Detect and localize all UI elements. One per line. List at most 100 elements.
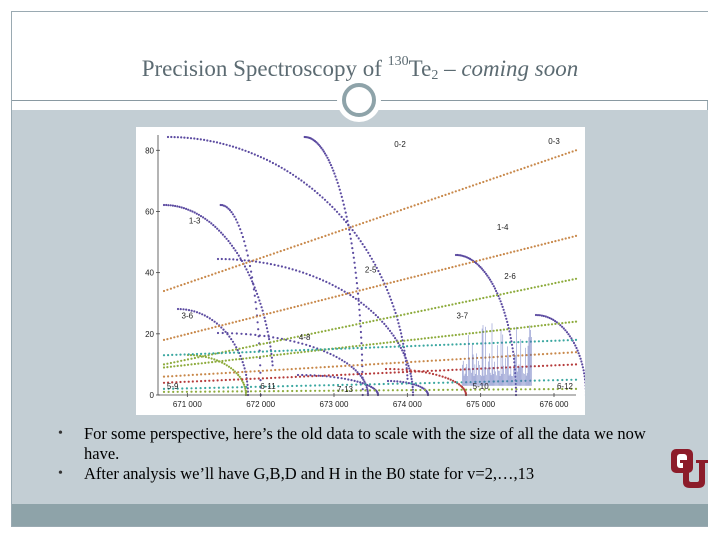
curve-dot <box>399 314 402 317</box>
curve-dot <box>356 364 359 367</box>
curve-dot <box>335 210 339 213</box>
curve-dot <box>309 374 312 377</box>
curve-dot <box>282 349 285 352</box>
curve-dot <box>310 301 313 304</box>
curve-dot <box>227 207 230 210</box>
curve-dot <box>401 345 405 348</box>
curve-dot <box>190 357 193 360</box>
curve-dot <box>250 152 253 155</box>
curve-dot <box>320 236 323 239</box>
curve-dot <box>255 315 258 318</box>
curve-dot <box>420 309 423 312</box>
curve-dot <box>176 136 179 139</box>
curve-dot <box>509 327 512 330</box>
curve-dot <box>482 330 485 333</box>
curve-dot <box>373 383 376 386</box>
curve-dot <box>346 362 349 365</box>
curve-dot <box>197 330 200 333</box>
curve-dot <box>230 244 234 247</box>
curve-dot <box>300 384 303 387</box>
curve-dot <box>312 275 315 278</box>
curve-dot <box>538 379 541 382</box>
curve-dot <box>298 375 302 378</box>
curve-dot <box>220 379 223 382</box>
curve-dot <box>511 347 514 350</box>
curve-dot <box>337 287 340 290</box>
curve-dot <box>441 268 444 271</box>
curve-dot <box>575 346 578 350</box>
curve-dot <box>520 289 523 292</box>
curve-dot <box>499 328 502 332</box>
curve-dot <box>561 153 564 157</box>
curve-dot <box>277 165 280 168</box>
curve-dot <box>389 345 392 348</box>
curve-dot <box>216 257 220 261</box>
curve-dot <box>495 294 499 297</box>
curve-dot <box>358 289 361 292</box>
curve-dot <box>410 382 413 385</box>
curve-dot <box>584 381 587 384</box>
curve-dot <box>331 232 334 235</box>
curve-dot <box>399 380 402 383</box>
curve-dot <box>237 351 240 354</box>
curve-dot <box>277 390 280 393</box>
spectroscopy-chart: 0 20 40 60 80 671 000 672 000 673 000 674 000 675… <box>136 127 588 415</box>
curve-dot <box>574 344 577 347</box>
curve-dot <box>327 348 330 351</box>
curve-dot <box>465 262 468 265</box>
curve-dot <box>468 332 471 335</box>
curve-dot <box>350 379 353 382</box>
curve-dot <box>415 384 418 387</box>
curve-dot <box>403 278 406 281</box>
curve-dot <box>249 350 252 354</box>
curve-dot <box>504 341 508 344</box>
curve-dot <box>469 388 472 391</box>
curve-dot <box>270 350 273 353</box>
curve-dot <box>193 211 196 214</box>
curve-dot <box>437 196 440 199</box>
curve-dot <box>520 388 523 391</box>
curve-dot <box>406 345 409 348</box>
curve-dot <box>419 388 422 392</box>
curve-dot <box>281 385 285 388</box>
curve-dot <box>365 287 368 290</box>
curve-dot <box>199 387 202 390</box>
curve-dot <box>565 378 568 381</box>
curve-dot <box>238 347 241 350</box>
curve-dot <box>253 286 256 289</box>
y-tick-label: 40 <box>145 269 154 278</box>
curve-dot <box>307 348 310 351</box>
curve-dot <box>213 386 216 389</box>
curve-dot <box>523 247 526 250</box>
curve-dot <box>297 341 300 344</box>
curve-dot <box>501 388 504 391</box>
curve-dot <box>452 379 455 382</box>
curve-dot <box>303 350 306 353</box>
curve-dot <box>290 376 293 379</box>
curve-dot <box>368 320 372 323</box>
curve-dot <box>345 215 348 218</box>
curve-dot <box>366 388 369 391</box>
curve-dot <box>475 260 478 263</box>
curve-dot <box>403 354 406 357</box>
curve-dot <box>428 388 431 392</box>
curve-dot <box>272 390 275 393</box>
curve-dot <box>546 339 549 343</box>
curve-dot <box>262 342 265 345</box>
curve-dot <box>577 352 580 355</box>
curve-dot <box>574 387 578 390</box>
curve-dot <box>303 135 306 139</box>
curve-dot <box>202 216 205 219</box>
curve-dot <box>489 330 492 333</box>
curve-dot <box>242 383 246 386</box>
curve-dot <box>556 387 559 391</box>
curve-dot <box>557 239 560 242</box>
curve-dot <box>227 239 230 243</box>
curve-dot <box>217 271 220 274</box>
curve-dot <box>221 233 224 236</box>
curve-dot <box>219 142 222 145</box>
curve-dot <box>216 379 219 382</box>
curve-dot <box>243 259 246 262</box>
curve-dot <box>249 390 253 393</box>
